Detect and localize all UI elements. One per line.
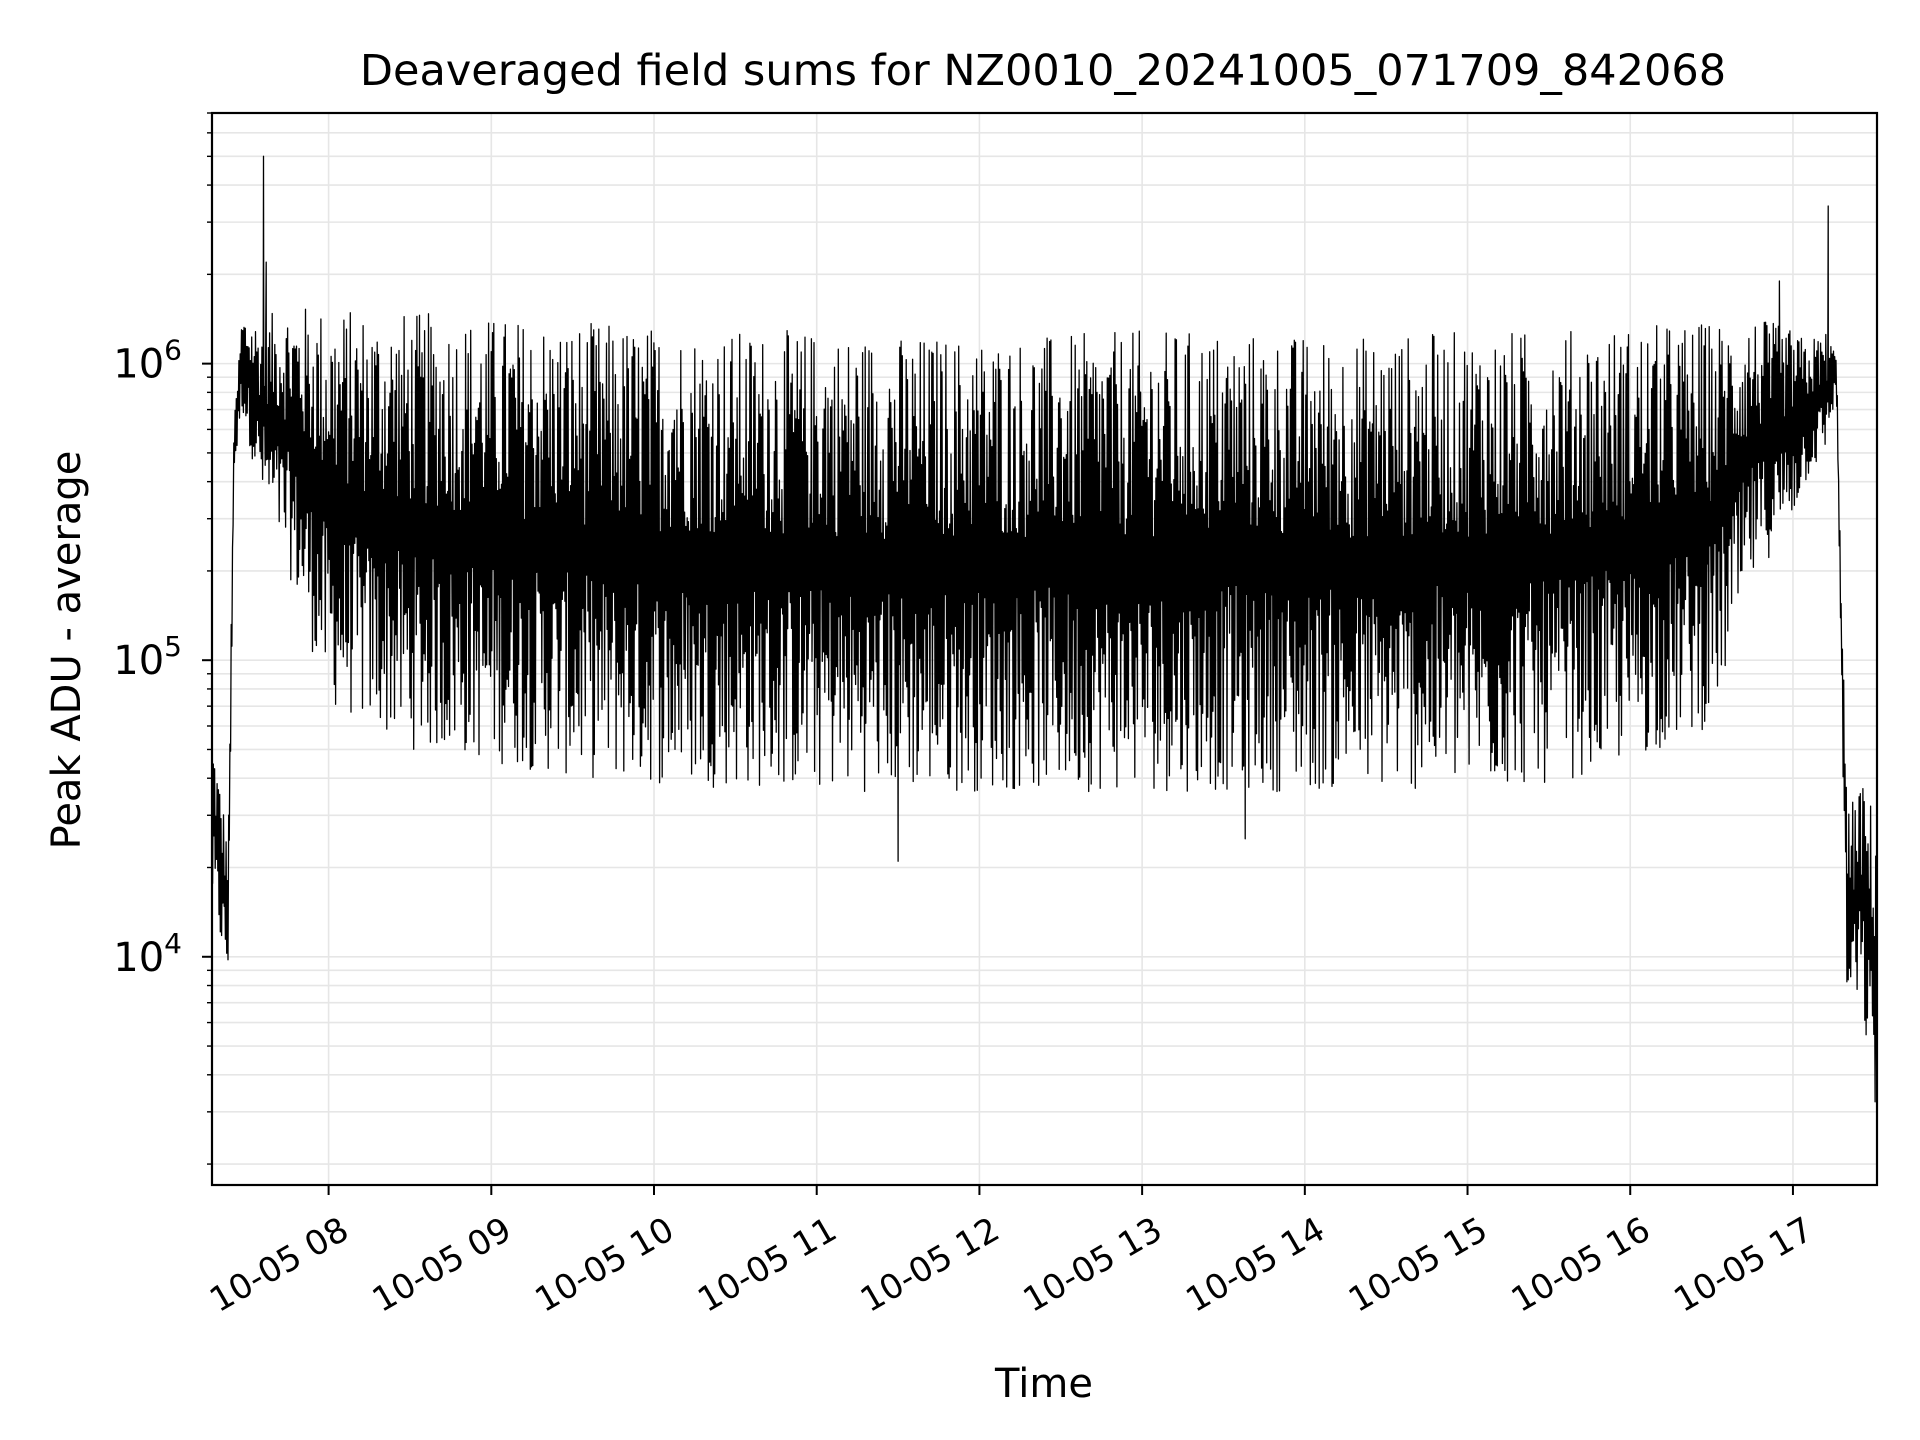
chart-title: Deaveraged field sums for NZ0010_2024100… [360,46,1726,96]
x-axis-label: Time [994,1361,1093,1407]
y-tick-label: 106 [113,334,182,388]
y-tick-label: 105 [113,630,182,684]
y-tick-label: 104 [113,927,182,981]
y-axis-label: Peak ADU - average [44,451,90,850]
plot-area-frame [210,111,1879,1187]
series-line [212,155,1877,1136]
y-axis-ticks: 104 105 106 [113,112,212,1165]
series-layer [212,155,1877,1136]
grid-layer [212,112,1877,1185]
